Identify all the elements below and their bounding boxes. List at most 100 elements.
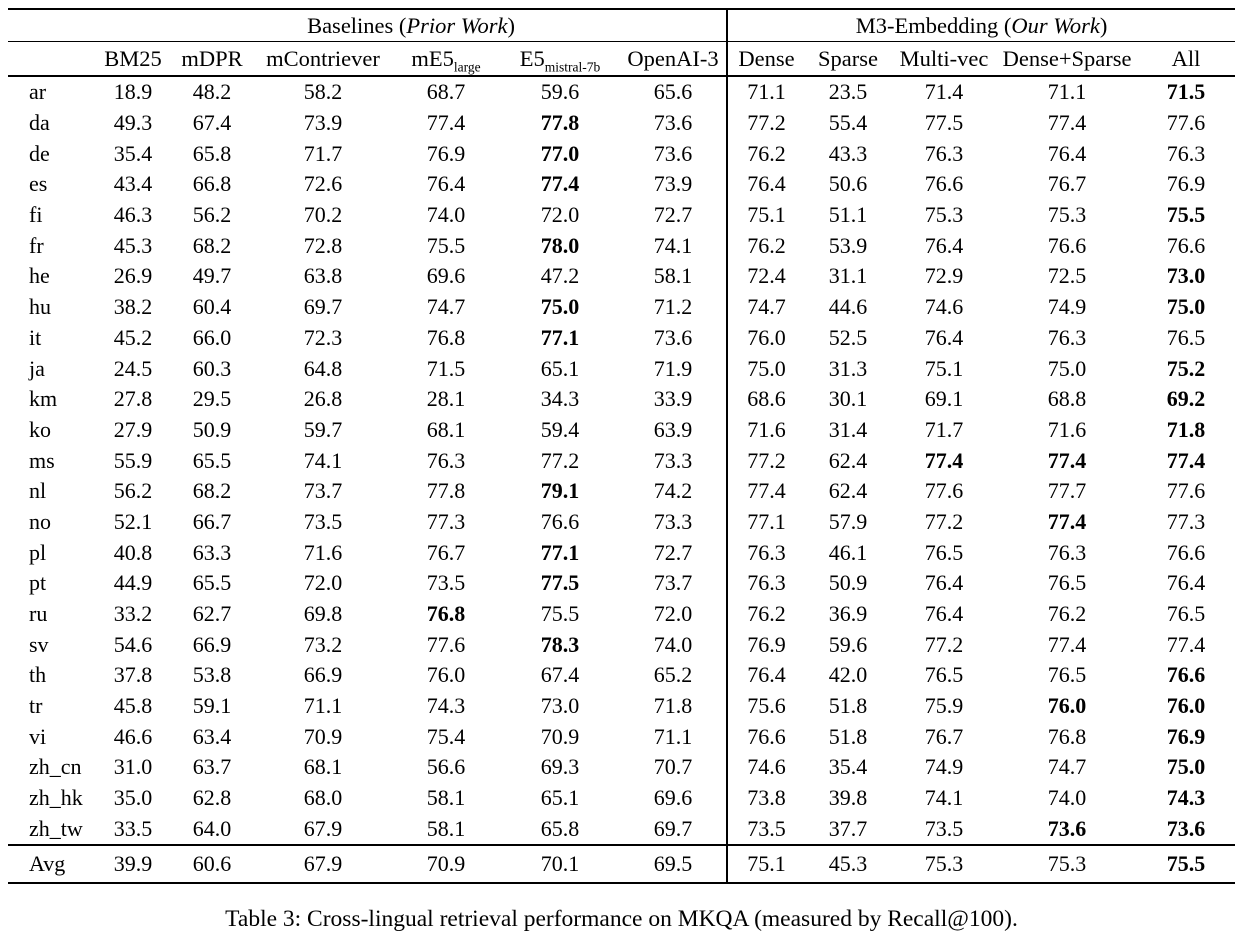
cell-vi-dense: 76.6: [747, 723, 786, 749]
cell-it-openai-3: 73.6: [620, 322, 729, 354]
cell-pl-sparse: 46.1: [828, 539, 868, 565]
cell-sv-openai-3: 74.0: [620, 629, 729, 661]
col-header-openai-3: OpenAI-3: [620, 41, 729, 77]
cell-de-mcontriever: 71.7: [303, 140, 343, 166]
cell-sv-e5: 78.3: [540, 631, 580, 657]
col-header-multi-vec: Multi-vec: [891, 41, 998, 77]
cell-zh-tw-openai-3: 69.7: [620, 813, 729, 846]
row-label-km: km: [29, 386, 58, 412]
cell-avg-e5: 70.1: [500, 844, 620, 884]
col-header-dense-sparse: Dense+Sparse: [997, 41, 1138, 77]
table-row-pl: pl 40.8 63.3 71.6 76.7 77.1 72.7 76.3 46.1 76.5 76…: [8, 537, 1235, 568]
cell-pl-openai-3: 72.7: [620, 537, 729, 568]
cell-da-multi-vec: 77.5: [924, 110, 964, 136]
cell-pt-dense-sparse: 76.5: [1047, 570, 1087, 596]
cell-ja-bm25: 24.5: [113, 355, 153, 381]
cell-pt-openai-3: 73.7: [620, 568, 729, 599]
cell-ar-openai-3: 65.6: [620, 76, 729, 108]
cell-ko-dense: 71.6: [747, 416, 786, 442]
cell-fi-bm25: 46.3: [113, 202, 153, 228]
cell-de-me5: 76.9: [426, 140, 466, 166]
cell-vi-mdpr: 63.4: [192, 723, 232, 749]
row-label-hu: hu: [29, 294, 51, 320]
cell-zh-cn-openai-3: 70.7: [620, 752, 729, 783]
cell-sv-bm25: 54.6: [113, 631, 153, 657]
row-label-vi: vi: [29, 723, 47, 749]
cell-sv-multi-vec: 77.2: [924, 631, 964, 657]
cell-fr-openai-3: 74.1: [620, 230, 729, 262]
col-header-all: All: [1137, 41, 1236, 77]
cell-pl-dense-sparse: 76.3: [1047, 539, 1087, 565]
table-row-sv: sv 54.6 66.9 73.2 77.6 78.3 74.0 76.9 59.6 77.2 77…: [8, 629, 1235, 661]
cell-ms-mdpr: 65.5: [192, 447, 232, 473]
cell-ar-dense: 71.1: [747, 79, 786, 105]
cell-da-all: 77.6: [1166, 110, 1206, 136]
cell-zh-tw-all: 73.6: [1166, 815, 1206, 841]
cell-km-all: 69.2: [1166, 386, 1206, 412]
cell-th-sparse: 42.0: [828, 662, 868, 688]
cell-ms-dense: 77.2: [747, 447, 786, 473]
cell-pl-e5: 77.1: [540, 539, 580, 565]
cell-avg-mcontriever: 67.9: [254, 844, 392, 884]
row-label-de: de: [29, 140, 50, 166]
cell-fr-mdpr: 68.2: [192, 232, 232, 258]
row-label-ms: ms: [29, 447, 55, 473]
group-header-italic: Prior Work: [406, 12, 508, 38]
cell-hu-mdpr: 60.4: [192, 294, 232, 320]
col-header-dense: Dense: [727, 41, 806, 77]
cell-no-e5: 76.6: [540, 508, 580, 534]
cell-ar-me5: 68.7: [426, 79, 466, 105]
cell-pl-me5: 76.7: [426, 539, 466, 565]
cell-avg-me5: 70.9: [392, 844, 500, 884]
group-header-row: Baselines (Prior Work) M3-Embedding (Our…: [8, 9, 1236, 42]
cell-km-openai-3: 33.9: [620, 383, 729, 415]
cell-th-me5: 76.0: [426, 662, 466, 688]
cell-fi-dense-sparse: 75.3: [1047, 202, 1087, 228]
table-row-pt: pt 44.9 65.5 72.0 73.5 77.5 73.7 76.3 50.9 76.4 76…: [8, 568, 1235, 599]
corner-cell: [8, 41, 96, 77]
row-label-pl: pl: [29, 539, 47, 565]
row-label-he: he: [29, 263, 50, 289]
cell-th-multi-vec: 76.5: [924, 662, 964, 688]
cell-ja-e5: 65.1: [540, 355, 580, 381]
cell-ms-mcontriever: 74.1: [303, 447, 343, 473]
cell-it-all: 76.5: [1166, 324, 1206, 350]
group-header-text: ): [507, 12, 515, 38]
cell-he-all: 73.0: [1166, 263, 1206, 289]
cell-pt-dense: 76.3: [747, 570, 786, 596]
cell-zh-cn-multi-vec: 74.9: [924, 754, 964, 780]
table-row-vi: vi 46.6 63.4 70.9 75.4 70.9 71.1 76.6 51.8 76.7 76…: [8, 721, 1235, 753]
cell-da-dense-sparse: 77.4: [1047, 110, 1087, 136]
cell-ja-openai-3: 71.9: [620, 353, 729, 384]
table-caption: Table 3: Cross-lingual retrieval perform…: [225, 906, 1018, 933]
cell-de-e5: 77.0: [540, 140, 580, 166]
cell-ar-bm25: 18.9: [113, 79, 153, 105]
cell-he-me5: 69.6: [426, 263, 466, 289]
cell-fr-multi-vec: 76.4: [924, 232, 964, 258]
cell-vi-dense-sparse: 76.8: [1047, 723, 1087, 749]
group-header-text: Baselines (: [307, 12, 407, 38]
cell-ko-all: 71.8: [1166, 416, 1206, 442]
cell-ko-mdpr: 50.9: [192, 416, 232, 442]
cell-zh-tw-dense: 73.5: [747, 815, 786, 841]
table-row-he: he 26.9 49.7 63.8 69.6 47.2 58.1 72.4 31.1 72.9 72…: [8, 261, 1235, 292]
cell-pt-all: 76.4: [1166, 570, 1206, 596]
row-label-it: it: [29, 324, 42, 350]
cell-tr-bm25: 45.8: [113, 693, 153, 719]
cell-sv-dense-sparse: 77.4: [1047, 631, 1087, 657]
cell-sv-me5: 77.6: [426, 631, 466, 657]
cell-zh-hk-multi-vec: 74.1: [924, 785, 964, 811]
cell-de-dense-sparse: 76.4: [1047, 140, 1087, 166]
row-label-zh-hk: zh_hk: [29, 785, 83, 811]
cell-ja-dense: 75.0: [747, 355, 786, 381]
col-header-sparse: Sparse: [805, 41, 892, 77]
cell-ru-all: 76.5: [1166, 601, 1206, 627]
table-row-km: km 27.8 29.5 26.8 28.1 34.3 33.9 68.6 30.1 69.1 68…: [8, 383, 1235, 415]
cell-th-e5: 67.4: [540, 662, 580, 688]
cell-fr-sparse: 53.9: [828, 232, 868, 258]
cell-ja-mdpr: 60.3: [192, 355, 232, 381]
cell-tr-mcontriever: 71.1: [303, 693, 343, 719]
cell-fr-dense: 76.2: [747, 232, 786, 258]
cell-zh-cn-bm25: 31.0: [113, 754, 153, 780]
row-label-da: da: [29, 110, 50, 136]
